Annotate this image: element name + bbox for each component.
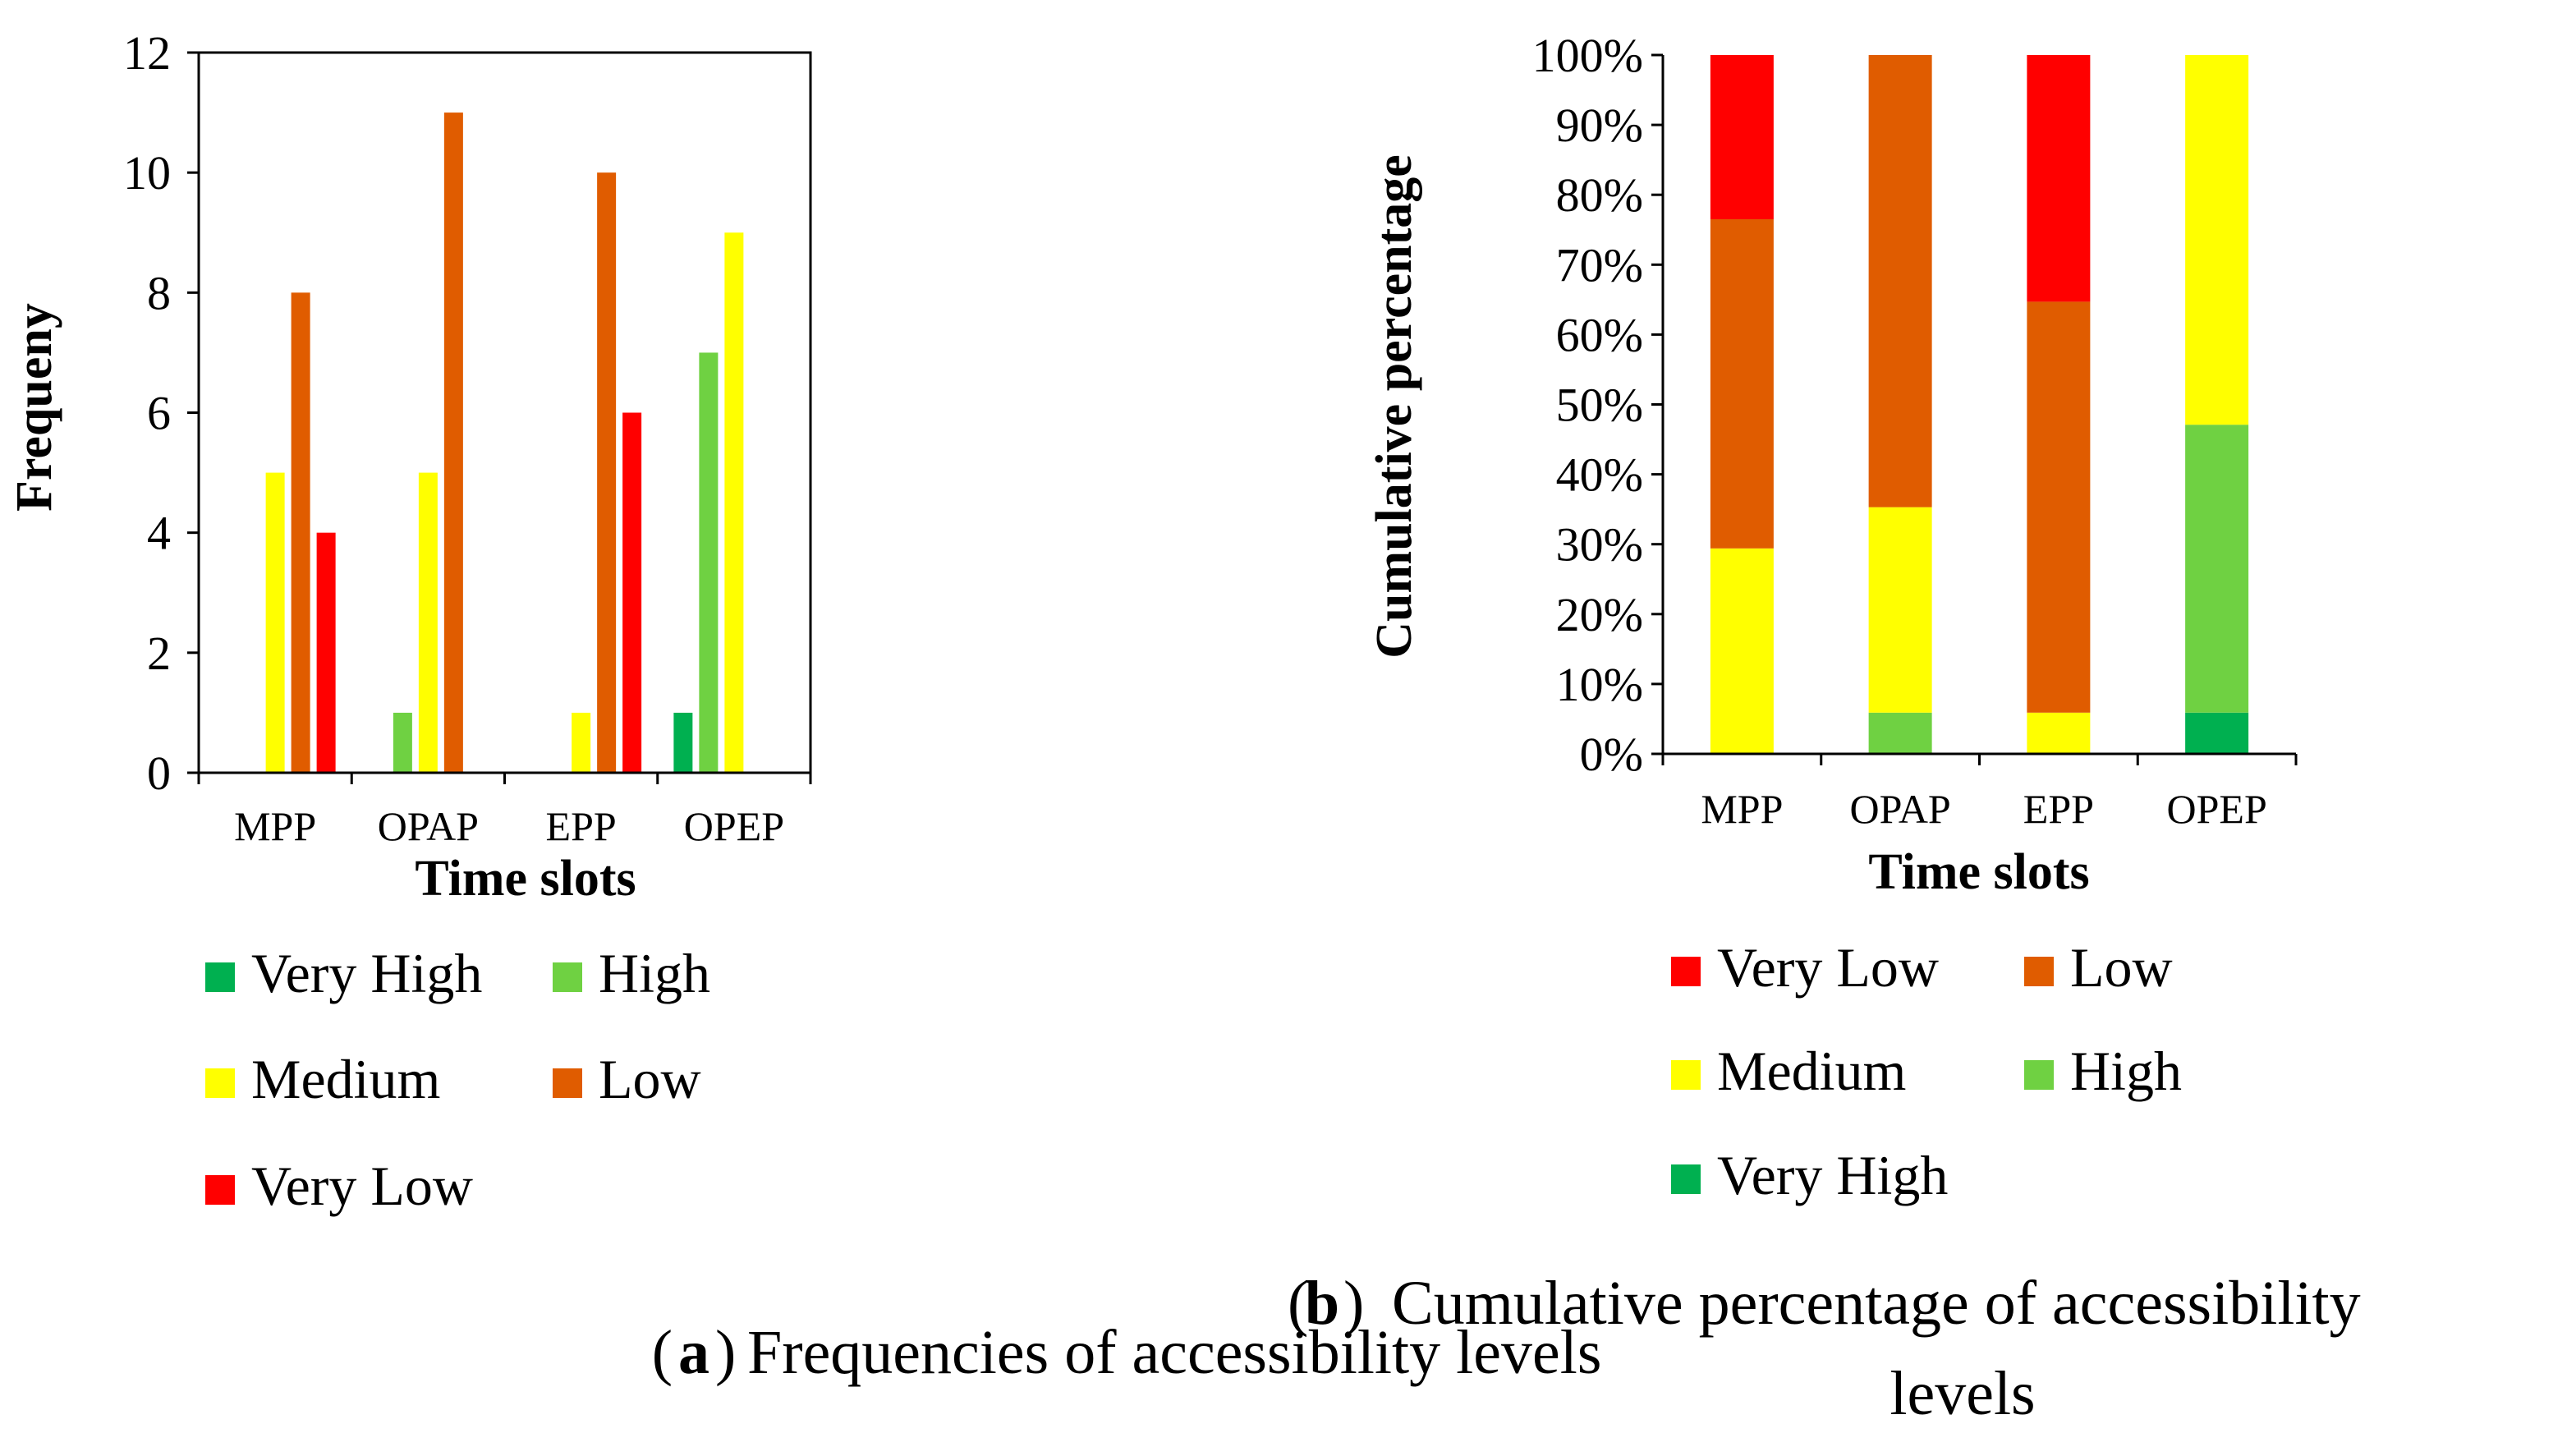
chart-b-y-tick-label: 100% — [1532, 29, 1643, 82]
chart-b-x-tick-label-opep: OPEP — [2166, 786, 2266, 832]
chart-b-legend-label-medium: Medium — [1717, 1040, 1906, 1102]
chart-a-bar-epp-very-low — [622, 412, 642, 773]
chart-a-bar-opep-high — [699, 352, 719, 773]
chart-b-y-tick-label: 20% — [1556, 588, 1643, 641]
chart-b-legend-swatch-low — [2024, 957, 2054, 986]
chart-a-y-tick-label: 8 — [147, 266, 171, 319]
chart-a-y-tick-label: 2 — [147, 627, 171, 680]
chart-b-segment-mpp-very-low — [1710, 55, 1774, 219]
chart-a-legend-swatch-medium — [205, 1068, 235, 1098]
chart-b-cumulative: 0% 10% 20% 30% 40% 50% 60% 70% 80% 90% 100% MPP OPAP… — [1532, 29, 2298, 1206]
chart-b-segment-opap-high — [1868, 712, 1932, 754]
chart-a-x-tick-label-mpp: MPP — [234, 803, 316, 849]
chart-a-legend-swatch-low — [553, 1068, 582, 1098]
chart-a-bar-opap-high — [393, 712, 412, 773]
chart-a-legend-label-medium: Medium — [251, 1048, 440, 1110]
chart-b-legend-swatch-high — [2024, 1060, 2054, 1090]
chart-a-bar-opap-medium — [418, 472, 438, 773]
chart-b-y-tick-label: 30% — [1556, 518, 1643, 572]
chart-b-y-tick-label: 0% — [1580, 728, 1643, 781]
chart-b-y-tick-label: 40% — [1556, 448, 1643, 502]
chart-a-bar-opap-low — [443, 113, 463, 774]
chart-b-segment-opep-very-high — [2185, 712, 2249, 754]
chart-b-segment-mpp-low — [1710, 218, 1774, 549]
chart-a-x-tick-label-epp: EPP — [546, 803, 617, 849]
chart-a-legend-swatch-very-high — [205, 962, 235, 992]
chart-a-y-tick-label: 10 — [123, 146, 171, 200]
caption-a-open-paren: ( — [652, 1318, 673, 1387]
chart-b-y-tick-label: 80% — [1556, 168, 1643, 222]
chart-a-legend-label-very-high: Very High — [251, 942, 482, 1004]
chart-b-legend-label-very-low: Very Low — [1717, 936, 1939, 999]
caption-a-close-paren: ) — [715, 1318, 736, 1387]
chart-a-bar-mpp-low — [291, 292, 310, 773]
chart-a-plot-frame — [197, 51, 812, 774]
chart-a-y-tick-label: 6 — [147, 387, 171, 440]
chart-a-y-tick-label: 4 — [147, 507, 171, 560]
chart-b-segment-epp-low — [2027, 301, 2091, 713]
chart-a-legend-label-very-low: Very Low — [251, 1155, 473, 1217]
chart-b-legend-swatch-medium — [1671, 1060, 1701, 1090]
chart-a-legend-swatch-very-low — [205, 1175, 235, 1205]
chart-b-segment-opap-low — [1868, 55, 1932, 508]
chart-b-y-tick-label: 60% — [1556, 308, 1643, 361]
chart-a-x-axis-title: Time slots — [415, 851, 636, 907]
chart-b-legend-label-very-high: Very High — [1717, 1144, 1948, 1206]
caption-b-text-line2: levels — [1890, 1359, 2035, 1428]
caption-b-close-paren: ) — [1343, 1269, 1364, 1338]
chart-a-legend-swatch-high — [553, 962, 582, 992]
chart-a-y-tick-label: 12 — [123, 26, 171, 80]
chart-b-x-axis-title: Time slots — [1868, 844, 2089, 900]
chart-b-x-tick-label-opap: OPAP — [1850, 786, 1951, 832]
chart-b-segment-epp-very-low — [2027, 55, 2091, 302]
chart-b-legend-swatch-very-low — [1671, 957, 1701, 986]
caption-b-text-line1: Cumulative percentage of accessibility — [1392, 1269, 2361, 1338]
caption-a-label: a — [678, 1318, 709, 1387]
caption-b-label: b — [1305, 1269, 1339, 1338]
chart-b-segment-opep-high — [2185, 425, 2249, 713]
chart-b-x-tick-label-epp: EPP — [2023, 786, 2094, 832]
chart-b-segment-epp-medium — [2027, 712, 2091, 754]
chart-b-segment-opap-medium — [1868, 507, 1932, 713]
chart-a-bar-mpp-medium — [265, 472, 285, 773]
chart-a-y-axis-title: Frequeny — [7, 303, 62, 512]
chart-b-legend-label-low: Low — [2070, 936, 2173, 999]
chart-a-bar-epp-low — [597, 172, 617, 773]
caption-b-open-paren: ( — [1288, 1269, 1308, 1338]
chart-a-x-tick-label-opep: OPEP — [684, 803, 784, 849]
chart-a-bar-opep-very-high — [673, 712, 693, 773]
chart-a-legend-label-high: High — [599, 942, 710, 1004]
chart-a-legend-label-low: Low — [599, 1048, 701, 1110]
chart-a-x-tick-label-opap: OPAP — [378, 803, 479, 849]
chart-b-y-tick-label: 70% — [1556, 238, 1643, 292]
chart-a-bar-epp-medium — [572, 712, 591, 773]
chart-b-y-tick-label: 50% — [1556, 379, 1643, 432]
chart-b-segment-opep-medium — [2185, 55, 2249, 425]
chart-a-bar-opep-medium — [724, 232, 744, 773]
chart-a-frequencies: 0 2 4 6 8 10 12 MPP OPAP EPP OPEP Very High High Medi… — [123, 26, 812, 1217]
chart-b-segment-mpp-medium — [1710, 548, 1774, 754]
chart-b-y-axis-title: Cumulative percentage — [1366, 154, 1422, 659]
chart-a-bar-mpp-very-low — [316, 532, 336, 773]
chart-b-x-tick-label-mpp: MPP — [1701, 786, 1783, 832]
chart-b-y-tick-label: 10% — [1556, 658, 1643, 711]
chart-b-y-tick-label: 90% — [1556, 99, 1643, 152]
chart-b-legend-label-high: High — [2070, 1040, 2182, 1102]
chart-b-legend-swatch-very-high — [1671, 1164, 1701, 1194]
caption-a-text: Frequencies of accessibility levels — [747, 1318, 1601, 1387]
chart-a-y-tick-label: 0 — [147, 746, 171, 800]
